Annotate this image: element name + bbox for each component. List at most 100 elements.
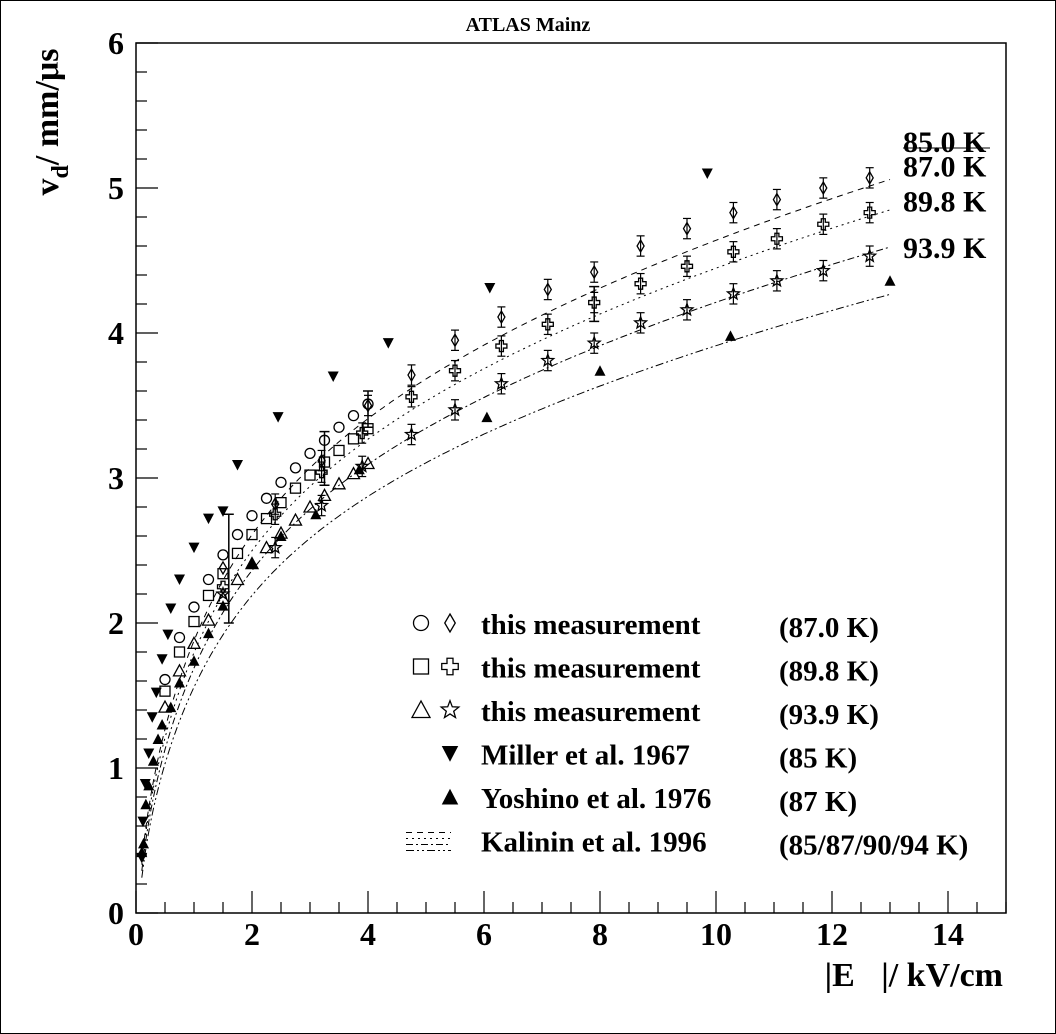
triangle-down-marker <box>484 283 496 294</box>
diamond-marker <box>636 238 645 254</box>
y-axis-label: vd/ mm/μs <box>29 49 74 196</box>
circle-marker <box>231 528 244 541</box>
triangle-down-marker <box>165 603 177 614</box>
triangle-marker <box>157 699 173 713</box>
legend-entry: Yoshino et al. 1976 (87 K) <box>441 783 857 818</box>
star-marker <box>354 458 370 473</box>
curve-label: 93.9 K <box>903 232 987 265</box>
triangle-up-marker <box>174 676 185 688</box>
diamond-marker <box>218 560 228 576</box>
triangle-down-marker <box>188 542 200 554</box>
triangle-up-marker <box>188 655 200 666</box>
square-marker <box>412 658 430 675</box>
cross-marker <box>356 426 369 440</box>
series-square <box>159 423 374 697</box>
y-tick-label: 0 <box>108 895 124 931</box>
diamond-marker <box>589 264 599 280</box>
circle-marker <box>333 421 345 433</box>
curve-label: 87.0 K <box>903 151 987 184</box>
diamond-marker <box>450 332 460 348</box>
triangle-down-marker <box>174 574 185 585</box>
triangle-up-marker <box>152 733 164 744</box>
x-tick-label: 4 <box>360 916 376 952</box>
legend-label: Yoshino et al. 1976 <box>481 783 711 815</box>
star-marker <box>493 375 510 391</box>
triangle-up-marker <box>156 719 168 730</box>
circle-marker <box>159 673 171 686</box>
legend-entry: Kalinin et al. 1996 (85/87/90/94 K) <box>406 827 968 862</box>
cross-marker <box>269 508 282 521</box>
curve-label: 85.0 K <box>903 126 987 159</box>
data-points <box>136 167 896 864</box>
star-marker <box>725 285 742 301</box>
x-tick-label: 0 <box>128 916 144 952</box>
kalinin-curve <box>141 179 891 862</box>
circle-marker <box>217 549 229 561</box>
triangle-up-marker <box>353 463 365 475</box>
circle-marker <box>304 447 316 460</box>
square-marker <box>159 685 171 697</box>
square-marker <box>246 528 258 541</box>
diamond-marker <box>543 282 553 297</box>
diamond-marker <box>865 170 874 186</box>
kalinin-curve <box>141 246 891 871</box>
triangle-up-marker <box>140 798 152 810</box>
x-tick-label: 12 <box>816 916 848 952</box>
series-star <box>215 245 878 601</box>
triangle-marker <box>230 572 245 586</box>
circle-marker <box>202 573 215 586</box>
star-marker <box>439 698 461 719</box>
triangle-marker <box>172 663 187 677</box>
triangle-up-marker <box>441 788 459 805</box>
square-marker <box>347 433 360 445</box>
x-tick-label: 10 <box>700 916 732 952</box>
triangle-up-marker <box>594 365 606 376</box>
legend-entry: this measurement (89.8 K) <box>412 653 879 688</box>
diamond-marker <box>682 221 692 236</box>
star-marker <box>586 335 602 350</box>
triangle-down-marker <box>146 712 158 723</box>
triangle-up-marker <box>310 508 322 520</box>
triangle-marker <box>360 456 376 470</box>
circle-marker <box>246 510 258 522</box>
legend-label: this measurement <box>481 696 701 728</box>
star-marker <box>769 272 785 288</box>
star-marker <box>540 352 556 368</box>
error-bars <box>223 285 600 624</box>
star-marker <box>632 314 649 330</box>
triangle-down-marker <box>327 371 339 382</box>
curve-label: 89.8 K <box>903 186 987 219</box>
circle-marker <box>173 631 186 644</box>
diamond-marker <box>407 367 416 383</box>
legend-entry: this measurement (87.0 K) <box>412 609 879 644</box>
legend: this measurement (87.0 K) this measurement… <box>406 609 968 862</box>
diamond-marker <box>363 398 373 413</box>
triangle-marker <box>288 512 303 526</box>
triangle-marker <box>331 476 347 490</box>
square-marker <box>202 589 215 602</box>
circle-marker <box>260 492 273 504</box>
cross-marker <box>495 339 508 353</box>
square-marker <box>289 482 302 494</box>
cross-marker <box>770 232 784 245</box>
diamond-marker <box>497 309 506 325</box>
circle-marker <box>347 409 360 422</box>
star-marker <box>215 585 231 601</box>
triangle-down-marker <box>232 459 243 471</box>
diamond-marker <box>729 205 738 220</box>
cross-marker <box>863 206 876 219</box>
triangle-up-marker <box>165 701 177 713</box>
square-marker <box>188 615 200 628</box>
legend-temperature: (87 K) <box>779 786 857 818</box>
legend-label: Kalinin et al. 1996 <box>481 827 707 859</box>
triangle-up-marker <box>725 330 736 341</box>
triangle-marker <box>201 612 216 626</box>
legend-entry: Miller et al. 1967 (85 K) <box>441 740 857 775</box>
circle-marker <box>412 614 430 632</box>
series-cross <box>216 201 876 593</box>
triangle-up-marker <box>143 779 155 791</box>
triangle-down-marker <box>272 412 284 423</box>
cross-marker <box>448 364 462 377</box>
